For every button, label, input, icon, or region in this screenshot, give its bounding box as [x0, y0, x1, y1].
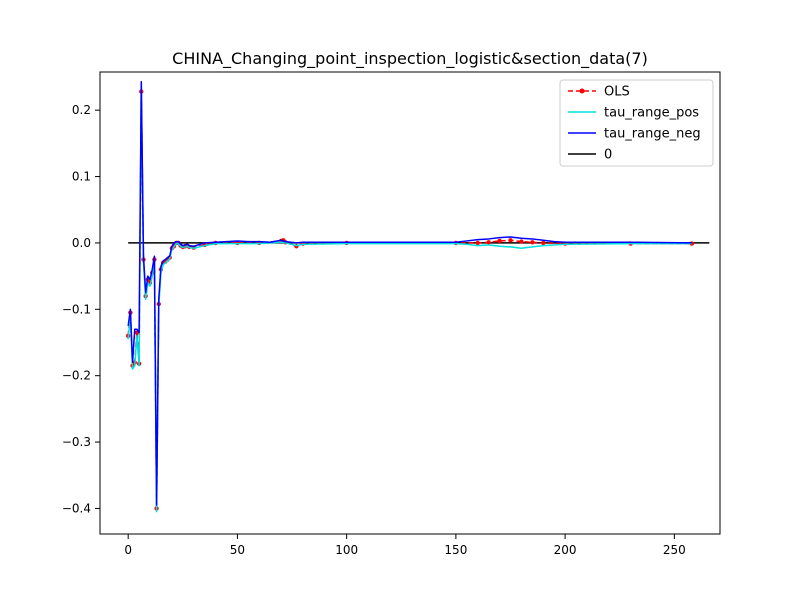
- x-tick-label: 250: [663, 543, 686, 557]
- axes: 0 50 100 150 200 250 −0.4 −0.3 −0.2 −0.1 0.0 0.1 0.2: [62, 103, 686, 557]
- series-line-OLS: [127, 90, 692, 510]
- ols-point: [486, 240, 491, 245]
- legend: OLS tau_range_pos tau_range_neg 0: [559, 79, 714, 167]
- x-tick-label: 100: [335, 543, 358, 557]
- x-tick-label: 150: [444, 543, 467, 557]
- series-line-tau_range_neg: [127, 80, 692, 506]
- legend-box: [559, 79, 714, 167]
- legend-marker: [579, 88, 585, 94]
- legend-label: tau_range_neg: [604, 127, 701, 142]
- y-tick-label: −0.1: [62, 302, 91, 316]
- x-tick-label: 0: [124, 543, 132, 557]
- series-layer: [125, 80, 710, 513]
- y-tick-label: −0.4: [62, 501, 91, 515]
- ols-point: [519, 239, 524, 244]
- y-tick-label: −0.3: [62, 435, 91, 449]
- legend-label: OLS: [604, 85, 630, 100]
- ols-point: [541, 240, 546, 246]
- ols-point: [530, 240, 535, 245]
- x-tick-label: 50: [230, 543, 245, 557]
- ols-point: [475, 240, 480, 246]
- chart-title: CHINA_Changing_point_inspection_logistic…: [172, 49, 648, 69]
- series-line-tau_range_pos: [127, 86, 692, 513]
- y-tick-label: 0.2: [72, 103, 91, 117]
- x-tick-label: 200: [554, 543, 577, 557]
- y-tick-label: 0.1: [72, 170, 91, 184]
- ols-point: [497, 238, 502, 244]
- y-tick-label: −0.2: [62, 369, 91, 383]
- legend-label: tau_range_pos: [604, 106, 699, 121]
- y-tick-label: 0.0: [72, 236, 91, 250]
- plot-area-frame: [99, 71, 721, 535]
- ols-point: [508, 238, 513, 243]
- legend-label: 0: [604, 148, 612, 163]
